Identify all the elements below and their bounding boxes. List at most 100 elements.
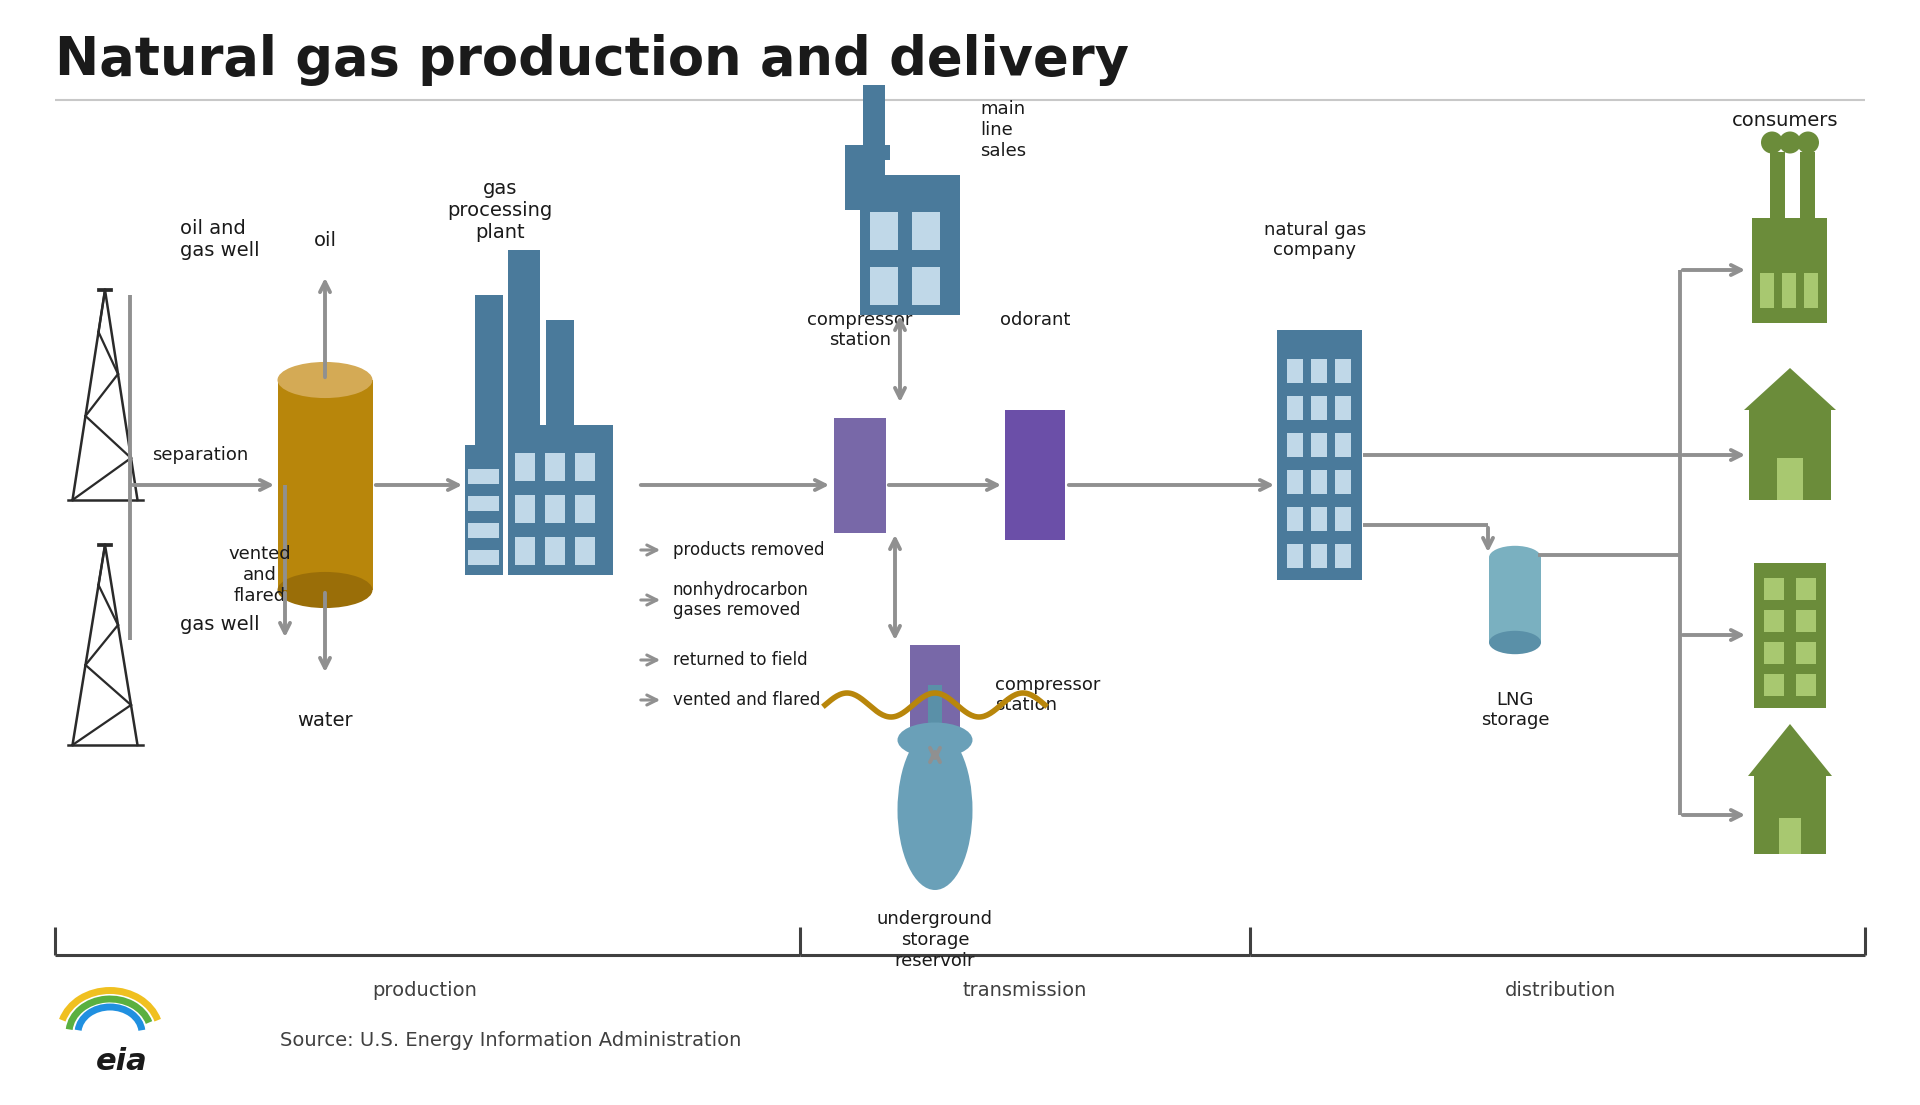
- Bar: [509, 250, 540, 425]
- Bar: [1311, 396, 1327, 420]
- Bar: [1749, 410, 1832, 499]
- Polygon shape: [1743, 368, 1836, 410]
- Bar: [1795, 578, 1816, 600]
- Text: separation: separation: [152, 446, 248, 464]
- Bar: [1288, 544, 1304, 568]
- Text: oil and
gas well: oil and gas well: [180, 220, 259, 261]
- Text: Source: U.S. Energy Information Administration: Source: U.S. Energy Information Administ…: [280, 1031, 741, 1050]
- Text: compressor
station: compressor station: [995, 675, 1100, 715]
- Bar: [1336, 470, 1352, 494]
- Bar: [910, 645, 960, 745]
- Bar: [927, 685, 943, 740]
- Bar: [468, 550, 499, 565]
- Bar: [1801, 152, 1814, 218]
- Text: returned to field: returned to field: [674, 651, 808, 669]
- Bar: [912, 212, 941, 250]
- Ellipse shape: [897, 723, 973, 758]
- Bar: [1288, 396, 1304, 420]
- Bar: [574, 453, 595, 481]
- Bar: [468, 496, 499, 511]
- Bar: [515, 495, 536, 523]
- Text: LNG
storage: LNG storage: [1480, 691, 1549, 729]
- Ellipse shape: [1761, 131, 1784, 154]
- Text: vented
and
flared: vented and flared: [228, 545, 292, 604]
- Bar: [1311, 470, 1327, 494]
- Text: transmission: transmission: [962, 980, 1087, 1000]
- Bar: [1764, 578, 1784, 600]
- Bar: [1336, 544, 1352, 568]
- Text: products removed: products removed: [674, 541, 824, 559]
- Bar: [545, 320, 574, 455]
- Bar: [1795, 642, 1816, 663]
- Bar: [515, 537, 536, 565]
- Text: main
line
sales: main line sales: [979, 101, 1025, 160]
- Bar: [574, 537, 595, 565]
- Bar: [912, 267, 941, 305]
- Bar: [468, 523, 499, 538]
- Bar: [870, 212, 899, 250]
- Bar: [1764, 610, 1784, 631]
- Text: odorant: odorant: [1000, 311, 1069, 329]
- Text: water: water: [298, 711, 353, 729]
- Ellipse shape: [1490, 631, 1542, 654]
- Text: vented and flared: vented and flared: [674, 691, 820, 709]
- Bar: [1311, 433, 1327, 457]
- Bar: [1755, 562, 1826, 707]
- Ellipse shape: [1780, 131, 1801, 154]
- Bar: [1795, 674, 1816, 695]
- Bar: [545, 537, 564, 565]
- Bar: [1780, 818, 1801, 854]
- Bar: [278, 380, 372, 590]
- Bar: [1764, 674, 1784, 695]
- Bar: [1311, 359, 1327, 383]
- Bar: [1336, 507, 1352, 532]
- Bar: [1311, 507, 1327, 532]
- Polygon shape: [1747, 724, 1832, 776]
- Bar: [465, 445, 503, 575]
- Ellipse shape: [1797, 131, 1818, 154]
- Text: gas well: gas well: [180, 615, 259, 634]
- Text: nonhydrocarbon
gases removed: nonhydrocarbon gases removed: [674, 580, 808, 620]
- Bar: [574, 495, 595, 523]
- Text: underground
storage
reservoir: underground storage reservoir: [877, 911, 993, 970]
- Bar: [1004, 410, 1066, 540]
- Bar: [1782, 273, 1797, 307]
- Ellipse shape: [278, 572, 372, 608]
- Bar: [1311, 544, 1327, 568]
- Bar: [1753, 218, 1828, 323]
- Bar: [1490, 558, 1542, 642]
- Bar: [474, 295, 503, 445]
- Bar: [1336, 359, 1352, 383]
- Bar: [1288, 507, 1304, 532]
- Text: production: production: [372, 980, 478, 1000]
- Text: gas
processing
plant: gas processing plant: [447, 179, 553, 242]
- Bar: [1805, 273, 1818, 307]
- Bar: [1761, 273, 1774, 307]
- Ellipse shape: [897, 730, 973, 890]
- Text: compressor
station: compressor station: [806, 311, 912, 349]
- Bar: [870, 267, 899, 305]
- Bar: [862, 85, 885, 175]
- Bar: [833, 418, 885, 533]
- Bar: [1288, 359, 1304, 383]
- Text: natural gas
company: natural gas company: [1263, 221, 1367, 260]
- Bar: [545, 495, 564, 523]
- Text: consumers: consumers: [1732, 110, 1837, 129]
- Bar: [1755, 776, 1826, 854]
- Bar: [1770, 152, 1786, 218]
- Text: eia: eia: [96, 1046, 148, 1075]
- Bar: [860, 175, 960, 315]
- Ellipse shape: [278, 362, 372, 398]
- Bar: [1764, 642, 1784, 663]
- Bar: [1336, 433, 1352, 457]
- Bar: [545, 453, 564, 481]
- Bar: [515, 453, 536, 481]
- Bar: [1288, 433, 1304, 457]
- Text: oil: oil: [313, 231, 336, 250]
- Bar: [1336, 396, 1352, 420]
- Bar: [845, 155, 868, 210]
- Bar: [1778, 457, 1803, 499]
- Text: distribution: distribution: [1505, 980, 1615, 1000]
- Bar: [1795, 610, 1816, 631]
- Ellipse shape: [1490, 546, 1542, 569]
